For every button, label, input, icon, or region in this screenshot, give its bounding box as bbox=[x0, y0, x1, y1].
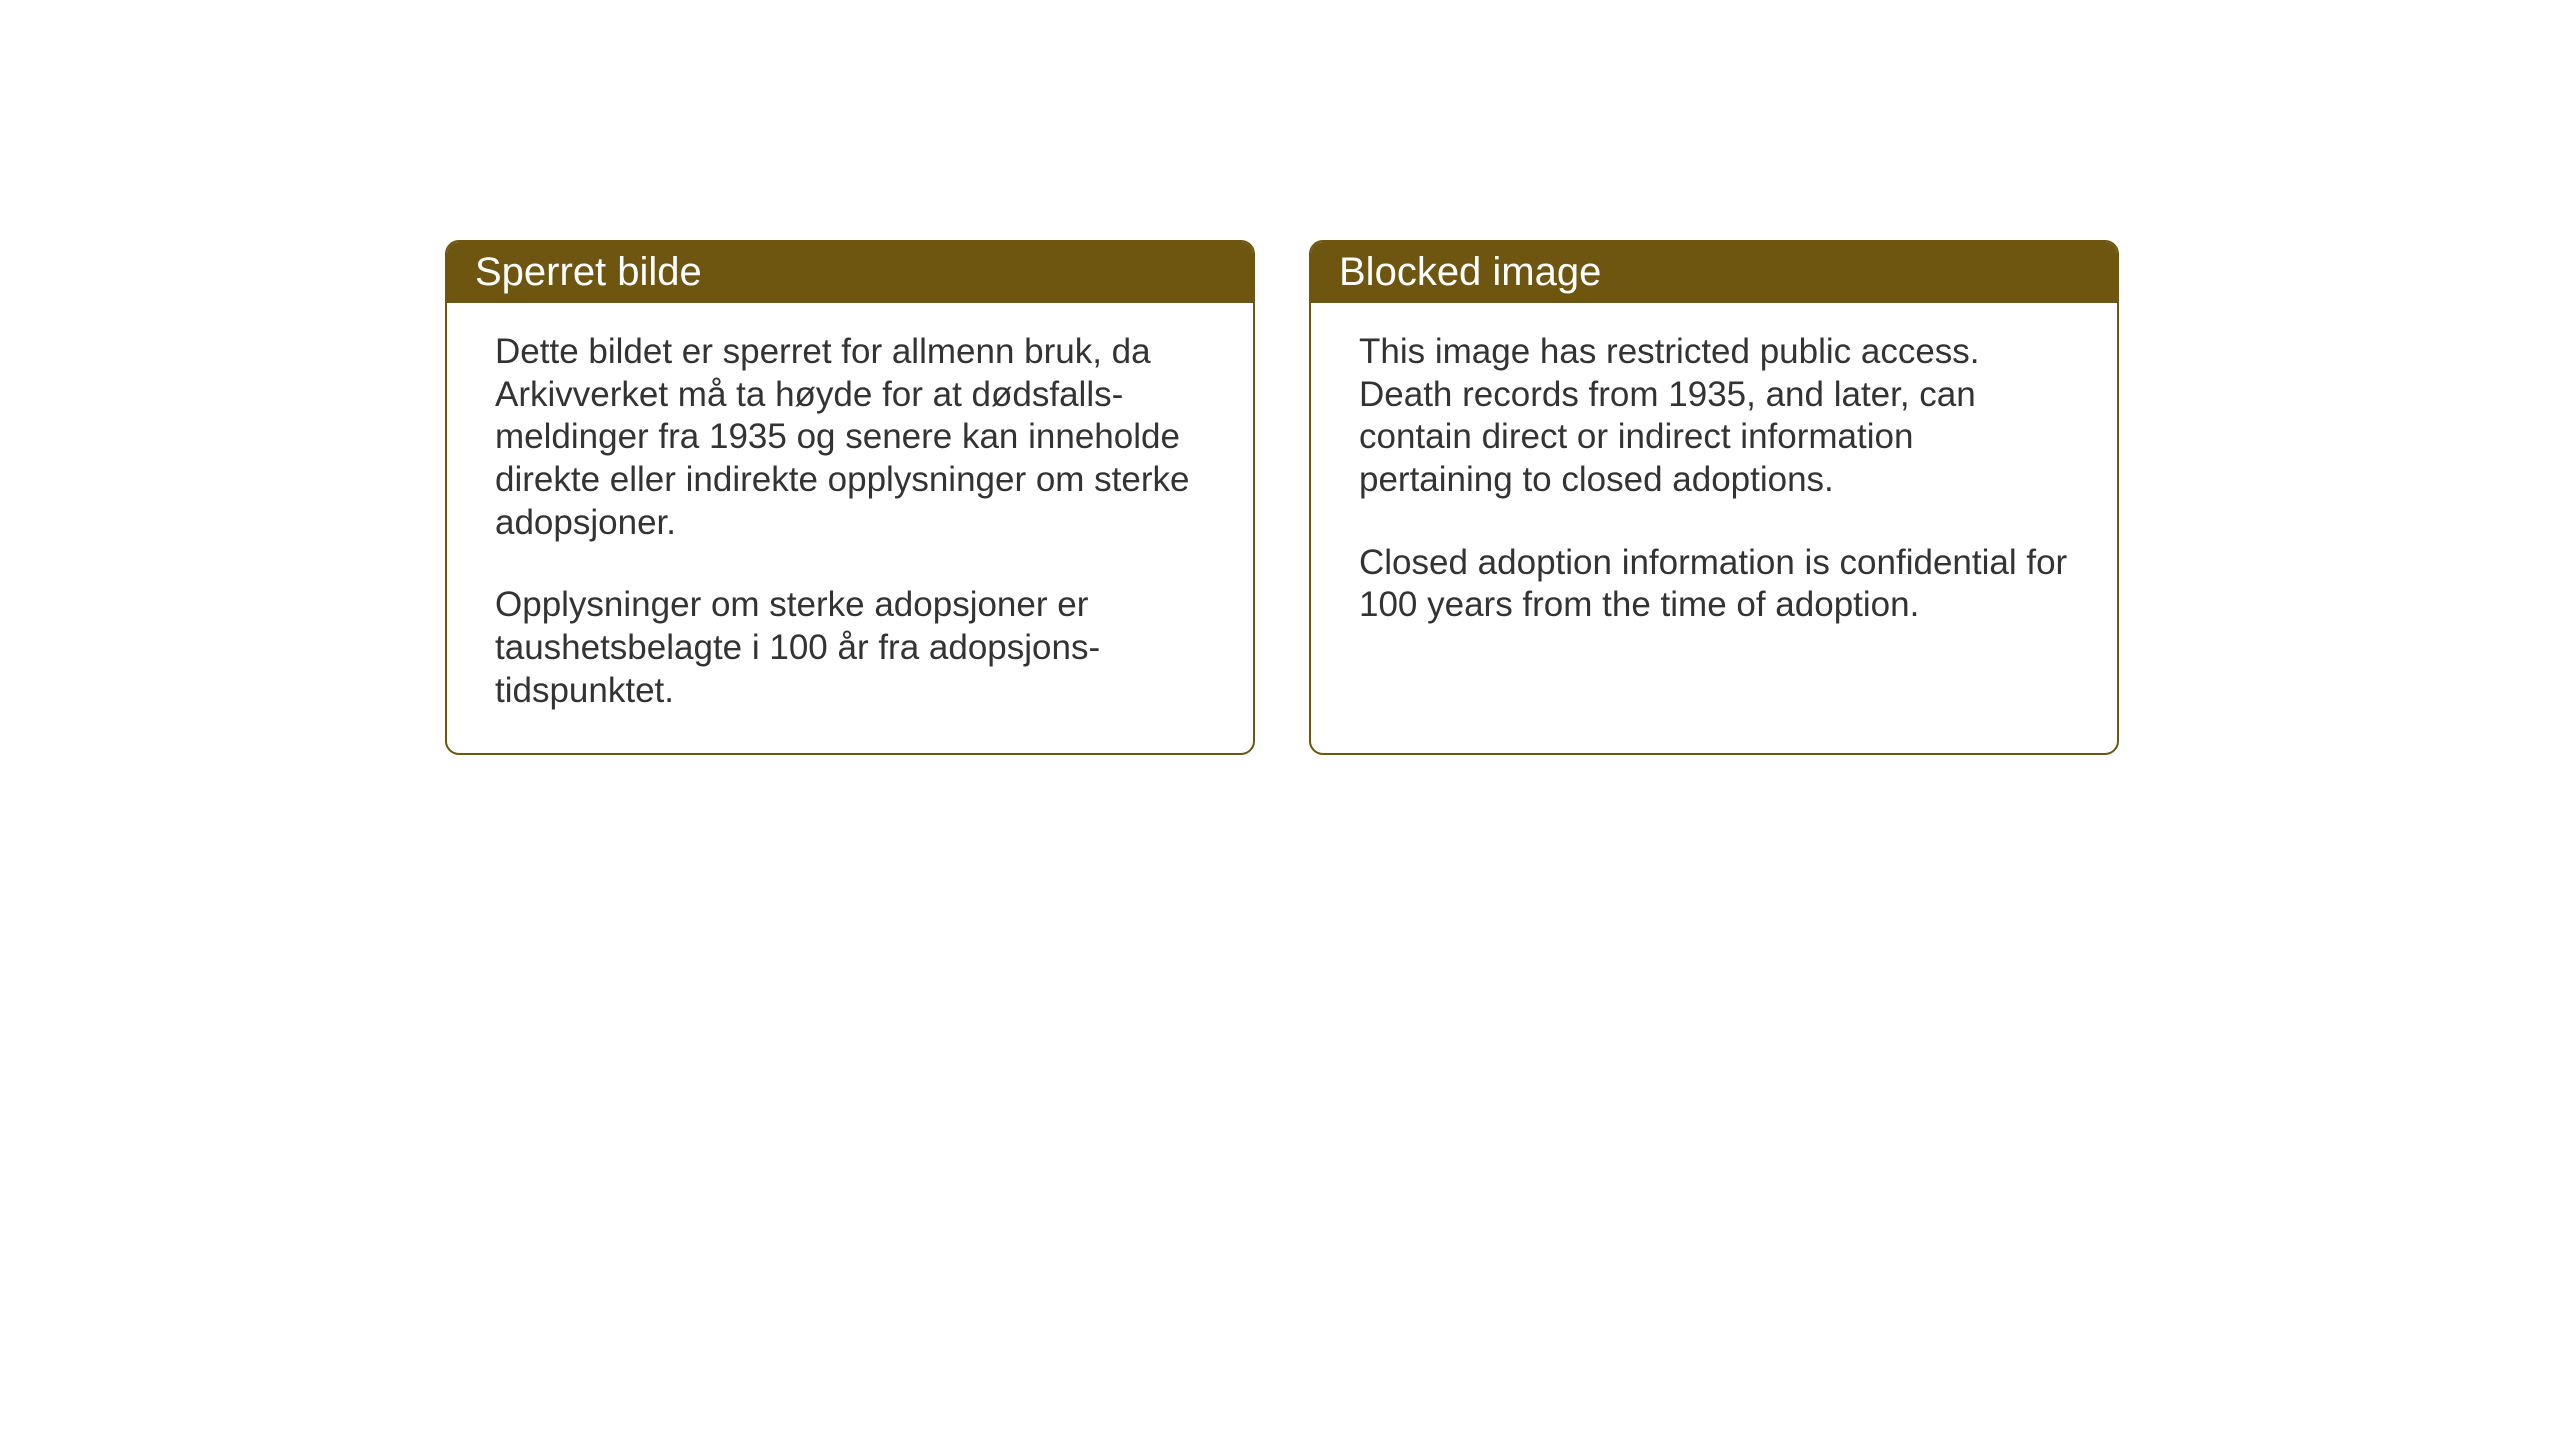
notice-title: Sperret bilde bbox=[475, 250, 702, 294]
notice-container: Sperret bilde Dette bildet er sperret fo… bbox=[445, 240, 2119, 755]
notice-paragraph: Closed adoption information is confident… bbox=[1359, 542, 2069, 627]
notice-card-english: Blocked image This image has restricted … bbox=[1309, 240, 2119, 755]
notice-paragraph: Opplysninger om sterke adopsjoner er tau… bbox=[495, 584, 1205, 712]
notice-paragraph: Dette bildet er sperret for allmenn bruk… bbox=[495, 331, 1205, 544]
notice-body: This image has restricted public access.… bbox=[1311, 303, 2117, 667]
notice-header: Blocked image bbox=[1311, 242, 2117, 303]
notice-paragraph: This image has restricted public access.… bbox=[1359, 331, 2069, 502]
notice-title: Blocked image bbox=[1339, 250, 1601, 294]
notice-card-norwegian: Sperret bilde Dette bildet er sperret fo… bbox=[445, 240, 1255, 755]
notice-body: Dette bildet er sperret for allmenn bruk… bbox=[447, 303, 1253, 753]
notice-header: Sperret bilde bbox=[447, 242, 1253, 303]
